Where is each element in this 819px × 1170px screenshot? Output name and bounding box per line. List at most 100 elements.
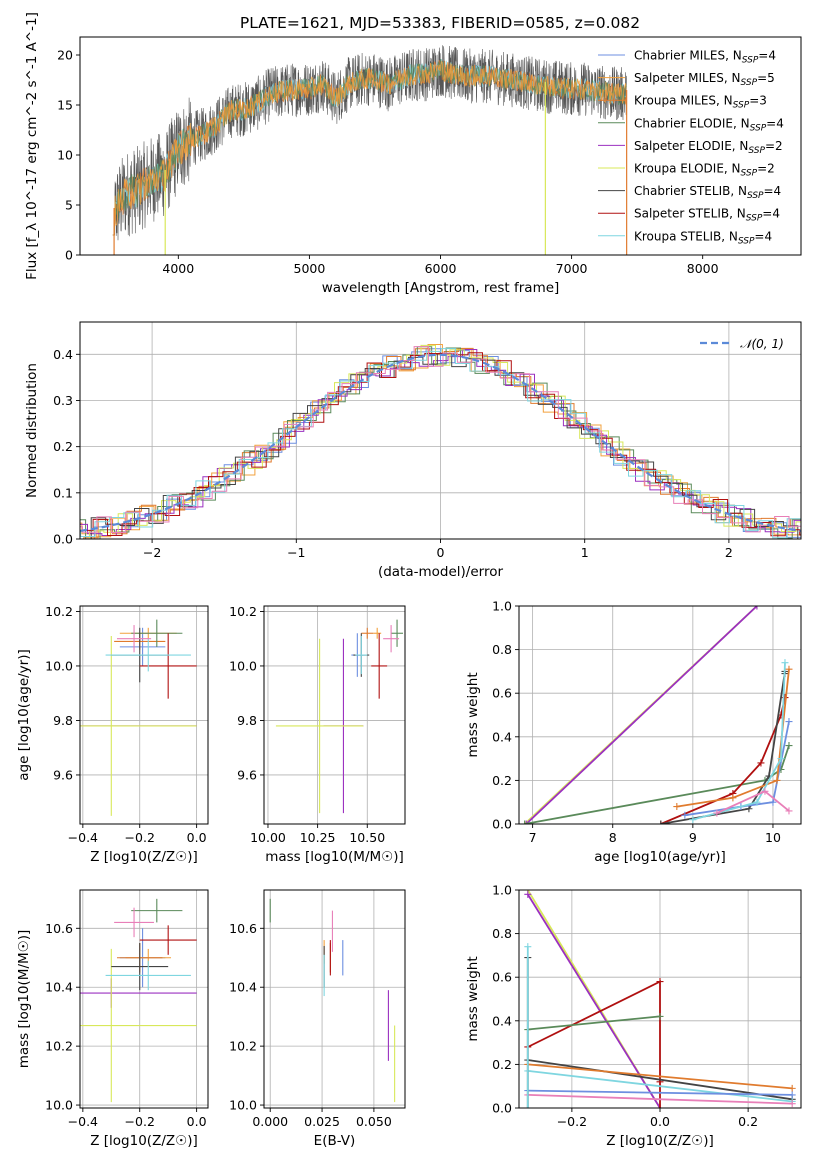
normal-curve [79, 353, 802, 532]
mass-weight-marker [681, 811, 689, 819]
y-tick-label: 10.0 [45, 658, 73, 673]
x-tick-label: 10.00 [250, 830, 286, 845]
mass-weight-marker [656, 1012, 664, 1020]
x-tick-label: −1 [287, 545, 305, 560]
mass-weight-marker [773, 776, 781, 784]
x-tick-label: 10.25 [300, 830, 336, 845]
y-tick-label: 0.1 [53, 485, 73, 500]
legend-entry: 𝒩(0, 1) [740, 337, 784, 351]
y-tick-label: 10.2 [229, 604, 257, 619]
y-tick-label: 0.0 [492, 1101, 512, 1116]
age-vs-metallicity-panel: −0.4 −0.2 0.0 9.6 9.8 10.0 10.2 Z [log10(Z/Z☉)]… [16, 604, 209, 865]
mass-weight-line [527, 893, 661, 1108]
mass-weight-marker [522, 820, 530, 824]
x-tick-label: 8000 [687, 261, 719, 276]
mass-weight-vs-age-panel: 7 8 9 10 0.0 0.2 0.4 0.6 0.8 1.0 age [log10(age/yr… [465, 599, 802, 865]
y-tick-label: 0.8 [492, 642, 512, 657]
y-axis-label: Flux [f_λ 10^-17 erg cm^-2 s^-1 A^-1] [24, 12, 40, 280]
y-tick-label: 1.0 [492, 883, 512, 898]
mass-weight-marker [713, 809, 721, 817]
y-tick-label: 9.6 [237, 767, 257, 782]
legend-entry: Salpeter MILES, NSSP=5 [634, 71, 775, 88]
mass-weight-marker [753, 798, 761, 806]
x-tick-label: 5000 [294, 261, 326, 276]
histogram-step [80, 346, 801, 533]
age-vs-mass-panel: 10.00 10.25 10.50 9.6 9.8 10.0 10.2 mass [log10… [229, 604, 406, 865]
axes-frame [518, 889, 802, 1109]
x-tick-label: 0.0 [187, 830, 207, 845]
x-tick-label: 0 [437, 545, 445, 560]
y-axis-label: mass [log10(M/M☉)] [16, 930, 32, 1069]
mass-weight-marker [785, 665, 793, 673]
mass-weight-line [527, 1070, 793, 1103]
mass-weight-marker [785, 807, 793, 815]
legend-entry: Kroupa ELODIE, NSSP=2 [634, 162, 775, 179]
histogram-step [80, 349, 801, 536]
y-tick-label: 10.0 [229, 1098, 257, 1113]
y-tick-label: 9.6 [53, 767, 73, 782]
x-tick-label: −0.2 [125, 1114, 155, 1129]
y-tick-label: 0.6 [492, 686, 512, 701]
mass-weight-marker [761, 787, 769, 795]
y-tick-label: 10.6 [45, 921, 73, 936]
mass-weight-marker [524, 943, 532, 951]
mass-weight-marker [788, 1091, 796, 1099]
y-tick-label: 0.2 [53, 439, 73, 454]
y-tick-label: 9.8 [237, 713, 257, 728]
x-axis-label: Z [log10(Z/Z☉)] [90, 849, 198, 865]
x-tick-label: 10.50 [349, 830, 385, 845]
mass-weight-marker [788, 1084, 796, 1092]
y-axis-label: mass weight [465, 956, 481, 1041]
y-tick-label: 0.4 [492, 1013, 512, 1028]
mass-weight-marker [788, 1100, 796, 1108]
x-tick-label: 1 [581, 545, 589, 560]
mass-weight-line [527, 1089, 793, 1096]
y-tick-label: 10.0 [229, 658, 257, 673]
histogram-step [80, 348, 801, 539]
legend-entry: Chabrier STELIB, NSSP=4 [634, 184, 781, 201]
mass-weight-marker [656, 1104, 664, 1108]
mass-weight-marker [785, 718, 793, 726]
x-axis-label: E(B-V) [314, 1133, 356, 1149]
x-tick-label: 2 [725, 545, 733, 560]
x-tick-label: 6000 [425, 261, 457, 276]
y-axis-label: age [log10(age/yr)] [16, 649, 32, 781]
x-axis-label: age [log10(age/yr)] [594, 849, 726, 865]
y-tick-label: 9.8 [53, 713, 73, 728]
mass-weight-line [527, 1059, 793, 1101]
x-tick-label: −0.4 [68, 830, 98, 845]
y-tick-label: 10.2 [229, 1039, 257, 1054]
mass-weight-marker [689, 816, 697, 824]
x-axis-label: wavelength [Angstrom, rest frame] [322, 280, 560, 296]
y-tick-label: 0.0 [492, 817, 512, 832]
mass-weight-line [527, 1015, 661, 1031]
y-tick-label: 0.6 [492, 970, 512, 985]
y-tick-label: 0.4 [492, 729, 512, 744]
residual-histogram-panel: −2 −1 0 1 2 0.0 0.1 0.2 0.3 0.4 (data-model)/error… [24, 321, 802, 580]
y-tick-label: 10.4 [229, 980, 257, 995]
y-tick-label: 15 [57, 98, 73, 113]
axes-frame [79, 36, 802, 256]
y-axis-label: Normed distribution [24, 363, 40, 498]
mass-weight-marker [524, 1104, 532, 1108]
mass-weight-vs-metallicity-panel: −0.2 0.0 0.2 0.0 0.2 0.4 0.6 0.8 1.0 Z [log10(Z/Z… [465, 883, 802, 1149]
x-tick-label: −0.2 [125, 830, 155, 845]
y-tick-label: 0.2 [492, 1057, 512, 1072]
histogram-step [80, 352, 801, 537]
axes-frame [263, 605, 406, 825]
mass-weight-marker [656, 978, 664, 986]
legend-entry: Salpeter ELODIE, NSSP=2 [634, 139, 783, 156]
mass-weight-marker [673, 803, 681, 811]
mass-weight-marker [729, 794, 737, 802]
axes-frame [263, 889, 406, 1109]
legend-entry: Salpeter STELIB, NSSP=4 [634, 207, 780, 224]
x-axis-label: Z [log10(Z/Z☉)] [90, 1133, 198, 1149]
x-axis-label: Z [log10(Z/Z☉)] [606, 1133, 714, 1149]
axes-frame [79, 321, 802, 540]
mass-vs-metallicity-panel: −0.4 −0.2 0.0 10.0 10.2 10.4 10.6 Z [log10(Z/Z☉… [16, 889, 209, 1149]
x-tick-label: −0.4 [68, 1114, 98, 1129]
y-tick-label: 5 [65, 198, 73, 213]
axes-frame [79, 889, 209, 1109]
mass-weight-marker [657, 820, 665, 824]
y-tick-label: 10 [57, 148, 73, 163]
